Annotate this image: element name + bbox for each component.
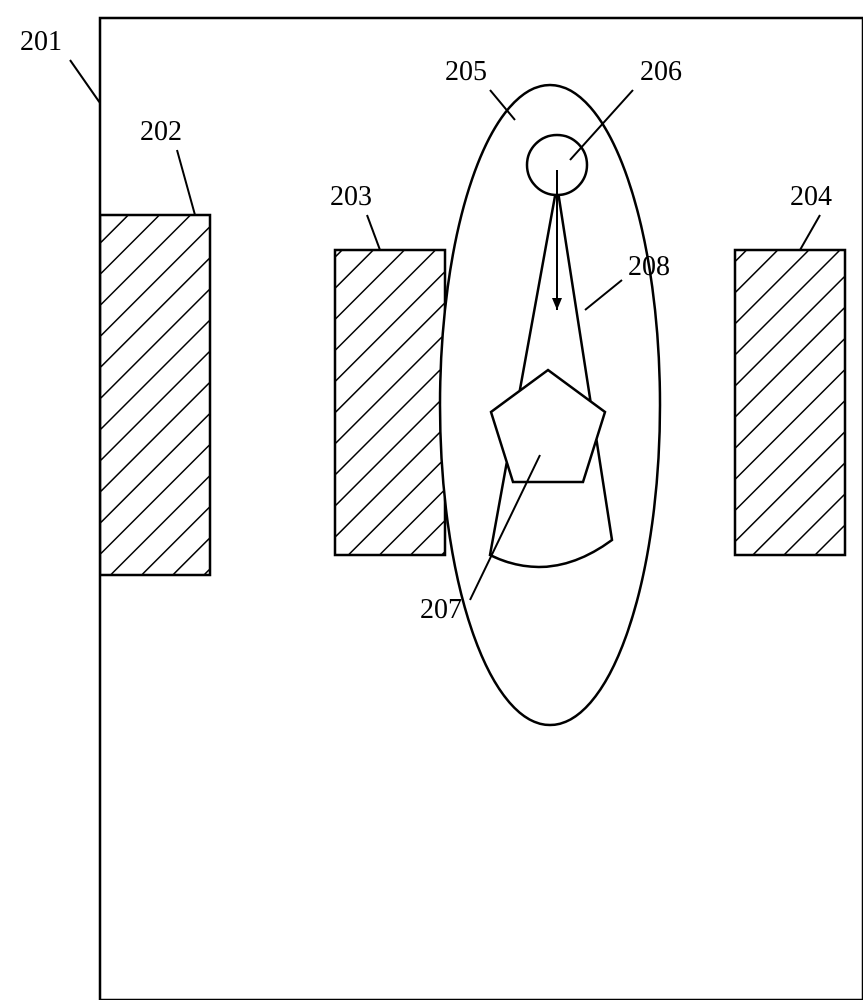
leader-l204: [800, 215, 820, 250]
label-204: 204: [790, 181, 832, 212]
diagram-canvas: 201 202 203 204 205 206 207 208: [0, 0, 863, 1000]
label-201: 201: [20, 26, 62, 57]
label-205: 205: [445, 56, 487, 87]
label-203: 203: [330, 181, 372, 212]
leader-l203: [367, 215, 380, 250]
block-204: [735, 250, 845, 555]
leader-l201: [70, 60, 100, 103]
block-202: [100, 215, 210, 575]
label-202: 202: [140, 116, 182, 147]
label-208: 208: [628, 251, 670, 282]
label-207: 207: [420, 594, 462, 625]
block-203: [335, 250, 445, 555]
leader-l202: [177, 150, 195, 215]
label-206: 206: [640, 56, 682, 87]
